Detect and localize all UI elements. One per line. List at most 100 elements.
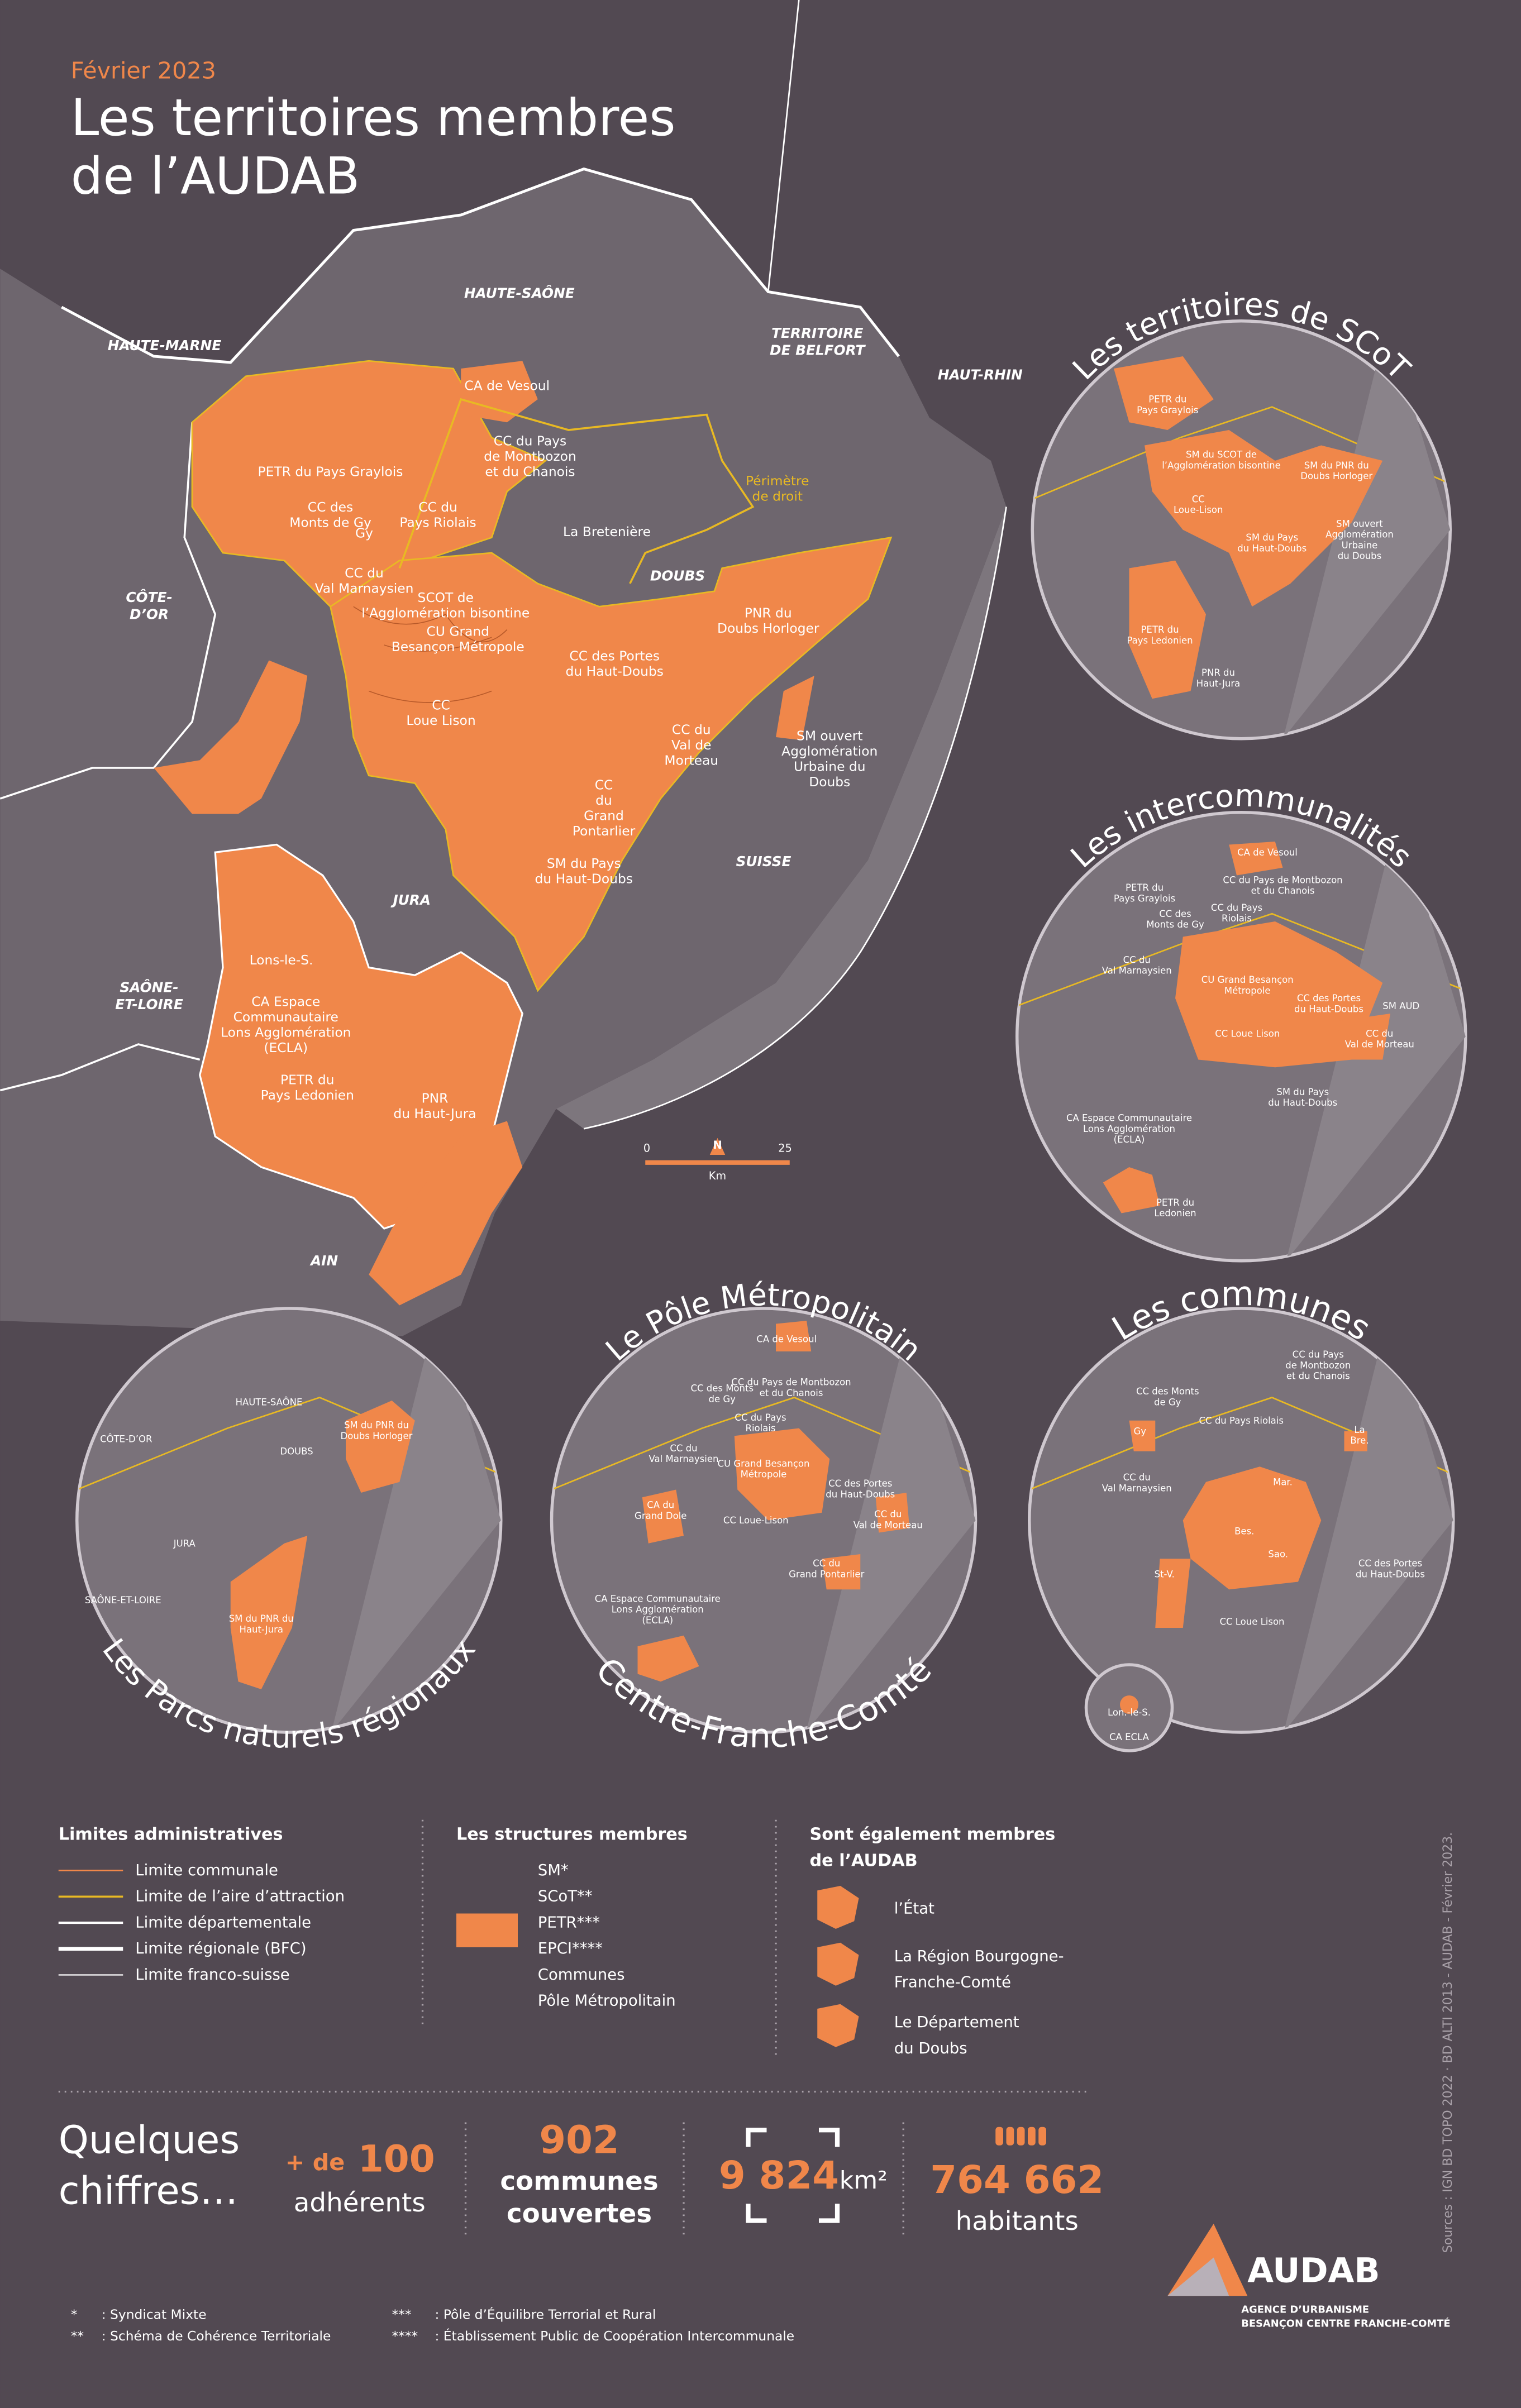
- label-line: du Haut-Doubs: [1268, 1097, 1337, 1108]
- inset-label: CC du Pays de Montbozon et du Chanois: [731, 1377, 851, 1398]
- inset-label: CC du Grand Pontarlier: [789, 1558, 864, 1579]
- label-line: CA de Vesoul: [756, 1334, 817, 1345]
- inset-area: [1344, 1431, 1367, 1451]
- inset-label: CA de Vesoul: [1237, 847, 1298, 858]
- region-label: DOUBS: [650, 568, 705, 584]
- region-label: SAÔNE-ET-LOIRE: [115, 979, 183, 1012]
- label-line: Périmètre: [746, 473, 809, 489]
- label-line: Besançon Métropole: [392, 639, 525, 654]
- legend-item: l’État: [894, 1899, 934, 1918]
- label-line: SAÔNE-ET-LOIRE: [85, 1595, 161, 1606]
- label-line: PNR du: [745, 605, 792, 621]
- label-line: SM ouvert: [1336, 518, 1383, 529]
- territory-label: SM ouvert Agglomération Urbaine du Doubs: [781, 728, 878, 790]
- territory-label: CC des Monts de Gy: [289, 499, 371, 531]
- label-line: Val Marnaysien: [1102, 966, 1172, 976]
- inset-label: SM du Pays du Haut-Doubs: [1268, 1087, 1337, 1108]
- territory-label: CC du Pays de Montbozon et du Chanois: [484, 433, 576, 480]
- inset-area: [1103, 1167, 1160, 1213]
- footnote-symbol: ****: [392, 2328, 418, 2344]
- label-line: CC du Pays: [494, 433, 566, 449]
- label-line: CU Grand Besançon: [718, 1458, 810, 1469]
- label-line: PETR du: [1148, 394, 1186, 405]
- label-line: CA Espace Communautaire: [1066, 1113, 1192, 1124]
- inset-label: SM du Pays du Haut-Doubs: [1237, 532, 1307, 553]
- label-line: l’Agglomération bisontine: [1162, 460, 1281, 471]
- label-line: Ledonien: [1154, 1208, 1196, 1219]
- label-line: et du Chanois: [485, 464, 575, 480]
- inset-label: CA ECLA: [1109, 1732, 1150, 1742]
- label-line: CC du: [1123, 954, 1151, 965]
- person: [1017, 2127, 1025, 2146]
- territory-label: SM du Pays du Haut-Doubs: [535, 856, 633, 887]
- label-line: de Gy: [1154, 1397, 1181, 1407]
- inset-label: SM du PNR du Doubs Horloger: [1300, 460, 1372, 481]
- label-line: l’Agglomération bisontine: [361, 605, 530, 621]
- label-line: du Haut-Doubs: [1294, 1004, 1363, 1014]
- label-line: CC des Portes: [1297, 993, 1361, 1004]
- main-map: [0, 0, 1007, 1336]
- label-line: CU Grand: [427, 624, 490, 639]
- legend-item: Pôle Métropolitain: [538, 1992, 676, 2010]
- inset-label: PETR du Pays Graylois: [1137, 394, 1198, 415]
- logo-subtitle: AGENCE D’URBANISME BESANÇON CENTRE FRANCH…: [1241, 2304, 1450, 2330]
- figure-unit: km²: [840, 2166, 888, 2195]
- label-line: Morteau: [664, 753, 718, 768]
- label-line: SM du Pays: [1276, 1087, 1329, 1097]
- label-line: CU Grand Besançon: [1201, 974, 1294, 985]
- region-label: TERRITOIRE DE BELFORT: [770, 325, 866, 358]
- border: [767, 0, 800, 292]
- territory-label: PETR du Pays Graylois: [258, 464, 403, 480]
- label-line: CC du: [345, 565, 384, 581]
- label-line: du: [595, 792, 612, 808]
- legend-item: La Région Bourgogne- Franche-Comté: [894, 1947, 1064, 1991]
- territory-label: PETR du Pays Ledonien: [261, 1072, 354, 1103]
- figure-label: adhérents: [294, 2188, 426, 2218]
- label-line: SM ouvert: [797, 728, 862, 744]
- territory-label: PNR du Haut-Jura: [393, 1091, 476, 1122]
- inset-relief: [1283, 321, 1451, 739]
- inset-label: CC des Portes du Haut-Doubs: [826, 1478, 895, 1499]
- label-line: CC du: [1123, 1472, 1151, 1483]
- sources: Sources : IGN BD TOPO 2022 · BD ALTI 201…: [1441, 1832, 1455, 2253]
- inset-label: Lon.-le-S.: [1108, 1707, 1151, 1718]
- label-line: Bes.: [1234, 1526, 1254, 1536]
- inset-label: La Bre.: [1350, 1425, 1369, 1446]
- figure-value: 764 662: [930, 2158, 1104, 2202]
- inset-label: CC des Monts de Gy: [1146, 909, 1204, 930]
- label-line: Val de: [671, 737, 712, 753]
- label-line: AGENCE D’URBANISME: [1241, 2304, 1369, 2316]
- label-line: Grand: [584, 808, 624, 824]
- label-line: Val de Morteau: [854, 1520, 923, 1530]
- inset-area: [1120, 1695, 1138, 1714]
- label-line: Les territoires membres: [71, 89, 676, 147]
- inset-label: JURA: [173, 1538, 196, 1549]
- people-icon: [995, 2127, 1046, 2146]
- inset-label: CC des Monts de Gy: [1136, 1386, 1199, 1407]
- inset-label: HAUTE-SAÔNE: [236, 1397, 303, 1407]
- label-line: CC du: [874, 1509, 902, 1520]
- legend-item: SCoT**: [538, 1888, 593, 1905]
- label-line: HAUTE-SAÔNE: [236, 1397, 303, 1407]
- footnote-text: : Syndicat Mixte: [102, 2307, 207, 2323]
- label-line: CC: [1192, 494, 1205, 504]
- label-line: St-V.: [1155, 1569, 1175, 1579]
- label-line: CC des Monts: [690, 1383, 754, 1394]
- label-line: La Région Bourgogne-: [894, 1947, 1064, 1965]
- territory-label: La Bretenière: [563, 524, 651, 539]
- label-line: Val Marnaysien: [649, 1454, 719, 1464]
- label-line: et du Chanois: [1286, 1371, 1350, 1382]
- figure-label: habitants: [956, 2206, 1079, 2237]
- inset-area: [1129, 560, 1206, 699]
- label-line: CC du: [670, 1443, 697, 1454]
- label-line: SUISSE: [736, 853, 792, 869]
- region-label: HAUT-RHIN: [938, 366, 1023, 383]
- territory-label: CC du Val de Morteau: [664, 722, 718, 768]
- person: [995, 2127, 1003, 2146]
- structure-area: [461, 361, 538, 423]
- inset-label: CC Loue Lison: [1215, 1028, 1280, 1039]
- label-line: Pontarlier: [573, 823, 636, 839]
- label-line: Métropole: [741, 1469, 787, 1480]
- label-line: PETR du: [1156, 1197, 1194, 1208]
